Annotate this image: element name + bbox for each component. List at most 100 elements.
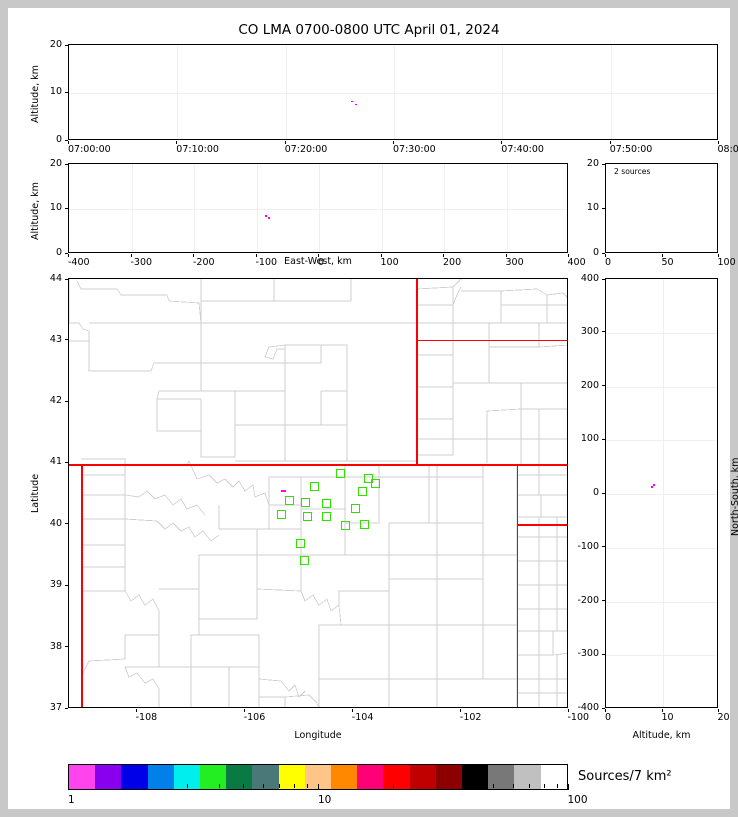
gridline bbox=[610, 45, 612, 139]
gridline bbox=[506, 164, 508, 252]
colorbar-swatch bbox=[147, 765, 174, 789]
axis-tick-label: 39 bbox=[49, 579, 62, 591]
east-west-height-panel[interactable] bbox=[68, 163, 568, 253]
axis-label-longitude: Longitude bbox=[294, 730, 342, 741]
axis-label-east-west: East-West, km bbox=[284, 256, 352, 267]
axis-tick-label: -300 bbox=[577, 648, 599, 660]
axis-tick-label: 0 bbox=[592, 487, 599, 498]
figure-canvas: CO LMA 0700-0800 UTC April 01, 2024 0 10… bbox=[8, 8, 738, 809]
colorbar-major-tick bbox=[68, 784, 69, 790]
density-cell bbox=[364, 474, 374, 484]
lma-source-point bbox=[653, 484, 656, 486]
colorbar-swatch bbox=[331, 765, 358, 789]
gridline bbox=[606, 547, 717, 549]
gridline bbox=[606, 494, 717, 495]
source-density-colorbar[interactable] bbox=[68, 764, 568, 790]
altitude-histogram-panel[interactable]: 2 sources bbox=[605, 163, 718, 253]
density-cell bbox=[309, 481, 319, 491]
axis-tick-label: 10 bbox=[586, 202, 599, 213]
density-cell bbox=[321, 511, 331, 521]
density-cell bbox=[321, 499, 331, 509]
colorbar-minor-tick bbox=[143, 784, 145, 788]
colorbar-swatch bbox=[383, 765, 410, 789]
axis-tick-label: 20 bbox=[49, 39, 62, 50]
colorbar-minor-tick bbox=[468, 784, 470, 788]
source-count-annotation: 2 sources bbox=[614, 167, 651, 176]
gridline bbox=[502, 45, 504, 139]
axis-tick-label: -400 bbox=[577, 702, 599, 713]
state-border-nebraska-kansas bbox=[416, 339, 567, 342]
axis-tick-label: 42 bbox=[49, 395, 62, 407]
time-height-panel[interactable] bbox=[68, 44, 718, 140]
colorbar-minor-tick bbox=[492, 784, 494, 788]
colorbar-swatch bbox=[252, 765, 279, 789]
colorbar-major-tick bbox=[568, 784, 569, 790]
gridline bbox=[285, 45, 287, 139]
density-cell bbox=[335, 468, 345, 478]
colorbar-swatch bbox=[435, 765, 463, 789]
page-title: CO LMA 0700-0800 UTC April 01, 2024 bbox=[238, 22, 500, 38]
colorbar-minor-tick bbox=[187, 784, 189, 788]
plan-view-map-panel[interactable] bbox=[68, 278, 568, 708]
gridline bbox=[177, 45, 179, 139]
gridline bbox=[319, 164, 320, 252]
gridline bbox=[662, 279, 664, 707]
lma-source-point bbox=[267, 217, 270, 219]
colorbar-minor-tick bbox=[306, 784, 308, 788]
axis-tick-label: 10 bbox=[49, 202, 62, 213]
colorbar-minor-tick bbox=[437, 784, 439, 788]
lma-source-point bbox=[265, 215, 268, 217]
gridline bbox=[381, 164, 383, 252]
density-cell bbox=[300, 497, 310, 507]
axis-tick-label: 41 bbox=[49, 456, 62, 468]
density-cell bbox=[357, 486, 367, 496]
state-border-colorado-utah bbox=[81, 464, 83, 707]
colorbar-minor-tick bbox=[279, 784, 281, 788]
colorbar-swatch bbox=[409, 765, 436, 789]
lma-source-point bbox=[351, 100, 353, 103]
colorbar-swatch bbox=[95, 765, 122, 789]
axis-label-north-south: North-South, km bbox=[730, 457, 738, 536]
colorbar-swatch bbox=[357, 765, 384, 789]
axis-tick-label: 38 bbox=[49, 640, 62, 652]
colorbar-swatch bbox=[304, 765, 332, 789]
colorbar-swatch bbox=[514, 765, 541, 789]
axis-tick-label: 200 bbox=[580, 379, 599, 391]
colorbar-swatch bbox=[200, 765, 227, 789]
colorbar-minor-tick bbox=[543, 784, 545, 788]
axis-tick-label: 100 bbox=[580, 433, 599, 445]
gridline bbox=[606, 386, 717, 388]
gridline bbox=[606, 601, 717, 603]
axis-tick-label: 0 bbox=[592, 247, 599, 258]
density-cell bbox=[284, 495, 294, 505]
density-cell bbox=[299, 556, 309, 566]
axis-tick-label: 10 bbox=[49, 86, 62, 97]
state-border-colorado-kansas bbox=[516, 464, 519, 707]
gridline bbox=[131, 164, 133, 252]
axis-tick-label: 300 bbox=[580, 325, 599, 337]
axis-label-altitude: Altitude, km bbox=[30, 182, 41, 240]
north-south-height-panel[interactable] bbox=[605, 278, 718, 708]
colorbar-swatch bbox=[69, 765, 96, 789]
axis-tick-label: 0 bbox=[55, 134, 62, 145]
gridline bbox=[606, 655, 717, 657]
state-border-wyoming-nebraska bbox=[416, 279, 418, 465]
colorbar-swatch bbox=[278, 765, 305, 789]
colorbar-swatch bbox=[462, 765, 489, 789]
density-cell bbox=[359, 519, 369, 529]
colorbar-minor-tick bbox=[242, 784, 244, 788]
state-border-wyoming-colorado bbox=[69, 464, 567, 466]
colorbar-minor-tick bbox=[556, 784, 558, 788]
axis-label-latitude: Latitude bbox=[30, 473, 41, 513]
density-cell bbox=[350, 503, 360, 513]
axis-label-altitude: Altitude, km bbox=[632, 730, 691, 741]
colorbar-swatch bbox=[488, 765, 515, 789]
colorbar-swatch bbox=[226, 765, 253, 789]
axis-tick-label: 44 bbox=[49, 273, 62, 284]
colorbar-minor-tick bbox=[262, 784, 264, 788]
gridline bbox=[606, 440, 717, 442]
axis-tick-label: 37 bbox=[49, 702, 62, 713]
density-cell bbox=[303, 512, 313, 522]
gridline bbox=[69, 93, 717, 94]
colorbar-minor-tick bbox=[529, 784, 531, 788]
